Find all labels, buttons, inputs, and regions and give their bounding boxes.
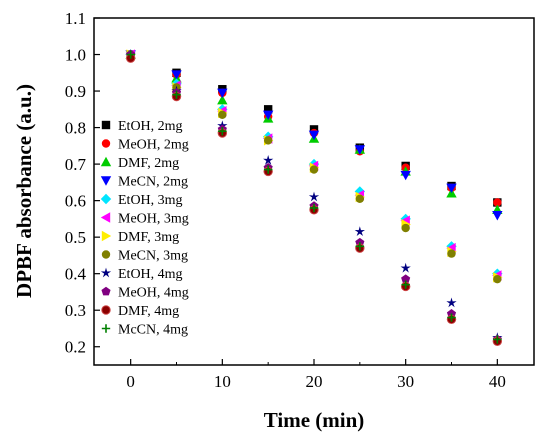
y-tick-label: 0.6 — [65, 192, 86, 211]
data-point — [308, 191, 320, 202]
x-tick-label: 0 — [126, 372, 135, 391]
legend-label: MeOH, 2mg — [118, 138, 189, 153]
legend-label: MeCN, 2mg — [118, 175, 188, 190]
legend-marker — [100, 267, 112, 278]
y-tick-label: 0.7 — [65, 155, 87, 174]
legend-label: EtOH, 2mg — [118, 119, 183, 134]
data-point — [446, 183, 457, 194]
y-tick-label: 0.8 — [65, 119, 86, 138]
legend-label: McCN, 4mg — [118, 323, 188, 338]
y-tick-label: 1.0 — [65, 46, 86, 65]
legend-label: EtOH, 4mg — [118, 267, 183, 282]
data-point — [446, 297, 457, 308]
legend-marker — [101, 305, 111, 315]
x-axis-title: Time (min) — [264, 408, 365, 432]
data-point — [493, 274, 502, 284]
data-point — [400, 170, 411, 181]
data-point — [263, 165, 273, 174]
legend-label: MeCN, 3mg — [118, 249, 188, 264]
x-tick-label: 30 — [397, 372, 414, 391]
y-tick-label: 0.4 — [65, 265, 87, 284]
data-point — [400, 262, 411, 273]
data-points — [125, 49, 503, 346]
data-point — [217, 94, 228, 105]
data-point — [262, 110, 274, 120]
data-point — [218, 127, 227, 136]
y-axis-title: DPBF absorbance (a.u.) — [12, 84, 36, 298]
legend-label: DMF, 4mg — [118, 304, 179, 319]
legend-marker — [101, 250, 111, 259]
legend-marker — [101, 230, 112, 242]
legend-marker — [100, 212, 111, 223]
y-tick-label: 0.9 — [65, 82, 86, 101]
data-point — [355, 194, 365, 204]
data-point — [447, 249, 456, 258]
data-point — [172, 90, 181, 99]
data-point — [263, 155, 274, 165]
legend-marker — [101, 120, 111, 130]
data-point — [355, 242, 365, 251]
data-point — [492, 211, 503, 221]
data-point — [354, 145, 366, 155]
legend-marker — [101, 324, 111, 333]
data-point — [126, 50, 135, 59]
data-point — [263, 136, 273, 145]
x-tick-label: 10 — [214, 372, 231, 391]
data-point — [171, 70, 182, 80]
legend-marker — [100, 176, 112, 186]
legend-marker — [100, 156, 112, 167]
y-tick-label: 0.5 — [65, 228, 86, 247]
data-point — [217, 88, 228, 99]
legend-marker — [100, 193, 112, 205]
data-point — [354, 226, 365, 237]
data-point — [309, 203, 319, 213]
data-point — [309, 165, 319, 174]
data-point — [401, 274, 411, 284]
data-point — [401, 280, 410, 289]
data-point — [447, 313, 456, 322]
legend-label: MeOH, 3mg — [118, 212, 189, 227]
x-tick-label: 20 — [306, 372, 323, 391]
data-point — [493, 198, 502, 207]
data-point — [263, 105, 273, 114]
legend: EtOH, 2mg MeOH, 2mg DMF, 2mg MeCN, 2mg EtOH,… — [100, 119, 189, 338]
legend-marker — [101, 139, 111, 148]
legend-label: DMF, 3mg — [118, 230, 179, 245]
x-tick-label: 40 — [489, 372, 506, 391]
legend-label: EtOH, 3mg — [118, 193, 183, 208]
y-tick-label: 0.2 — [65, 338, 86, 357]
data-point — [308, 130, 320, 141]
data-point — [493, 335, 502, 344]
legend-label: MeOH, 4mg — [118, 286, 189, 301]
y-tick-label: 0.3 — [65, 301, 86, 320]
legend-marker — [101, 286, 111, 296]
y-tick-label: 1.1 — [65, 9, 86, 28]
data-point — [218, 110, 227, 119]
legend-label: DMF, 2mg — [118, 156, 179, 171]
axis-ticks: 0 10 20 30 40 0.2 0.3 0.4 0.5 0.6 0.7 0.8 0.9 1.0 1.1 — [65, 9, 506, 391]
data-point — [401, 223, 410, 233]
